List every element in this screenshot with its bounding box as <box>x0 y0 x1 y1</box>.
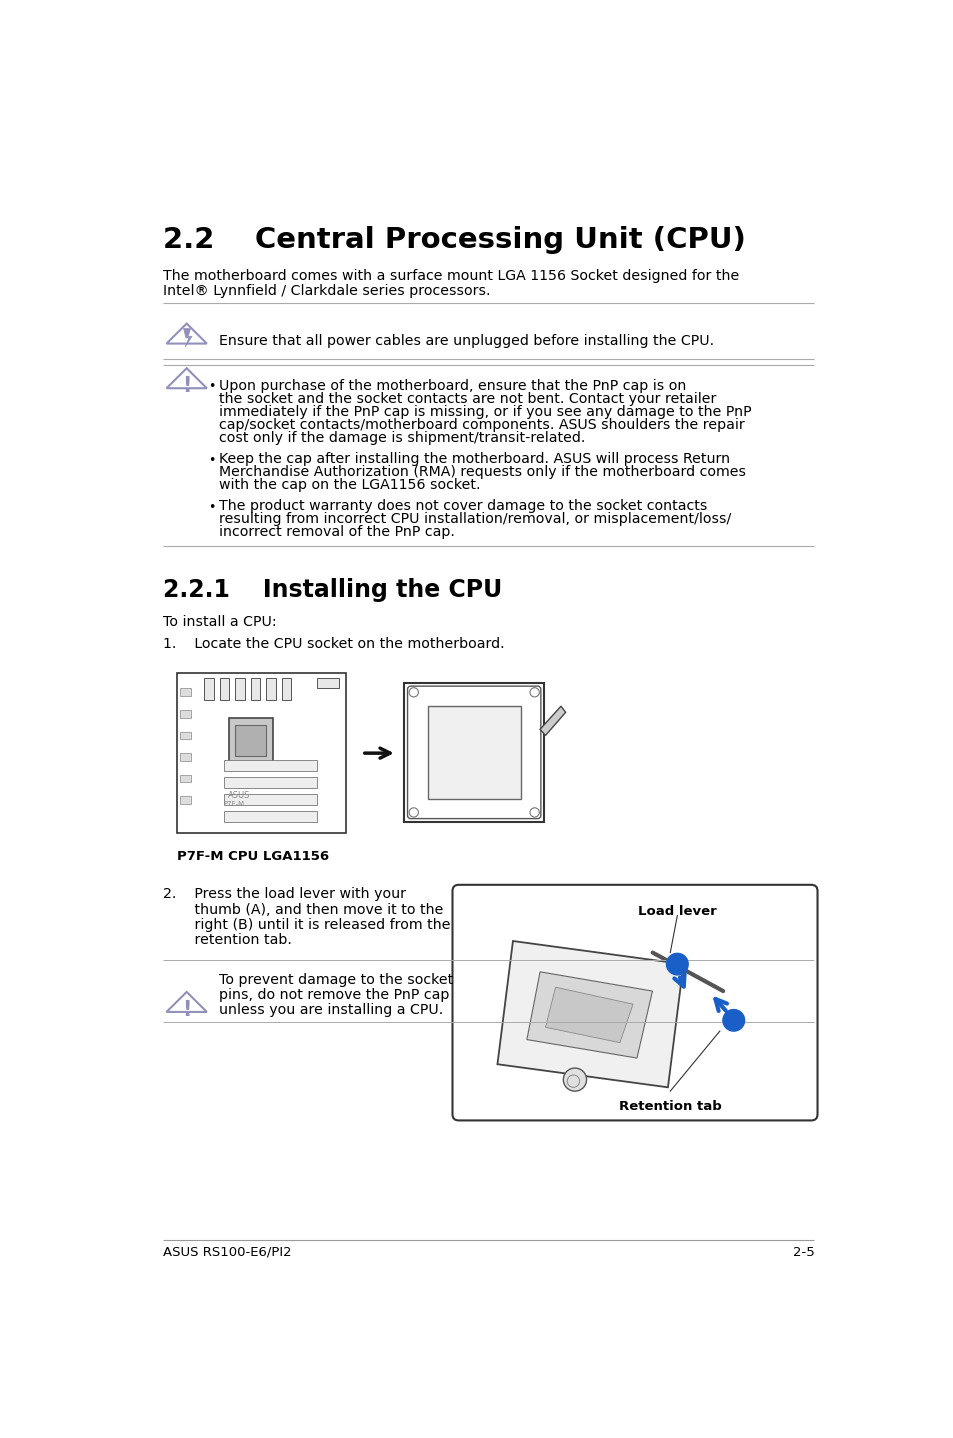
FancyBboxPatch shape <box>179 754 191 761</box>
Text: B: B <box>728 1014 738 1027</box>
Polygon shape <box>183 328 192 347</box>
FancyBboxPatch shape <box>177 673 346 833</box>
Text: P7F-M CPU LGA1156: P7F-M CPU LGA1156 <box>177 850 329 863</box>
Text: unless you are installing a CPU.: unless you are installing a CPU. <box>219 1002 443 1017</box>
Text: •: • <box>208 500 215 513</box>
FancyBboxPatch shape <box>224 761 316 771</box>
Text: resulting from incorrect CPU installation/removal, or misplacement/loss/: resulting from incorrect CPU installatio… <box>219 512 731 526</box>
Text: Load lever: Load lever <box>638 905 716 917</box>
Polygon shape <box>497 940 682 1087</box>
FancyBboxPatch shape <box>266 679 275 700</box>
FancyBboxPatch shape <box>316 677 338 689</box>
FancyBboxPatch shape <box>224 777 316 788</box>
FancyBboxPatch shape <box>204 679 213 700</box>
Text: incorrect removal of the PnP cap.: incorrect removal of the PnP cap. <box>219 525 455 539</box>
Polygon shape <box>539 706 565 735</box>
Text: thumb (A), and then move it to the: thumb (A), and then move it to the <box>163 903 443 916</box>
Polygon shape <box>545 988 633 1043</box>
Circle shape <box>666 953 687 975</box>
Text: The product warranty does not cover damage to the socket contacts: The product warranty does not cover dama… <box>219 499 707 513</box>
Text: retention tab.: retention tab. <box>163 933 292 948</box>
Text: right (B) until it is released from the: right (B) until it is released from the <box>163 917 451 932</box>
Circle shape <box>722 1009 744 1031</box>
Text: 2-5: 2-5 <box>792 1245 814 1258</box>
Text: The motherboard comes with a surface mount LGA 1156 Socket designed for the: The motherboard comes with a surface mou… <box>163 269 739 283</box>
Text: with the cap on the LGA1156 socket.: with the cap on the LGA1156 socket. <box>219 479 480 492</box>
Text: To prevent damage to the socket: To prevent damage to the socket <box>219 974 453 988</box>
Text: •: • <box>208 453 215 466</box>
Text: Merchandise Authorization (RMA) requests only if the motherboard comes: Merchandise Authorization (RMA) requests… <box>219 464 745 479</box>
FancyBboxPatch shape <box>224 811 316 821</box>
FancyBboxPatch shape <box>407 686 540 818</box>
FancyBboxPatch shape <box>179 710 191 718</box>
Text: cost only if the damage is shipment/transit-related.: cost only if the damage is shipment/tran… <box>219 431 585 446</box>
FancyBboxPatch shape <box>235 679 245 700</box>
Text: 2.    Press the load lever with your: 2. Press the load lever with your <box>163 887 406 902</box>
Circle shape <box>562 1068 586 1091</box>
Text: pins, do not remove the PnP cap: pins, do not remove the PnP cap <box>219 988 449 1002</box>
Text: Retention tab: Retention tab <box>618 1100 720 1113</box>
Text: P7F-M: P7F-M <box>224 801 245 807</box>
Text: •: • <box>208 381 215 394</box>
FancyBboxPatch shape <box>179 797 191 804</box>
FancyBboxPatch shape <box>282 679 291 700</box>
Text: ASUS: ASUS <box>228 791 250 800</box>
Text: 2.2    Central Processing Unit (CPU): 2.2 Central Processing Unit (CPU) <box>163 226 745 255</box>
FancyBboxPatch shape <box>251 679 260 700</box>
Text: cap/socket contacts/motherboard components. ASUS shoulders the repair: cap/socket contacts/motherboard componen… <box>219 418 744 433</box>
Text: Keep the cap after installing the motherboard. ASUS will process Return: Keep the cap after installing the mother… <box>219 452 730 466</box>
FancyBboxPatch shape <box>404 683 543 821</box>
Text: !: ! <box>182 377 192 397</box>
Text: Upon purchase of the motherboard, ensure that the PnP cap is on: Upon purchase of the motherboard, ensure… <box>219 380 686 393</box>
FancyBboxPatch shape <box>235 725 266 756</box>
FancyBboxPatch shape <box>220 679 229 700</box>
FancyBboxPatch shape <box>224 794 316 805</box>
Text: 1.    Locate the CPU socket on the motherboard.: 1. Locate the CPU socket on the motherbo… <box>163 637 504 651</box>
Text: the socket and the socket contacts are not bent. Contact your retailer: the socket and the socket contacts are n… <box>219 393 716 406</box>
Text: A: A <box>672 958 681 971</box>
Text: 2.2.1    Installing the CPU: 2.2.1 Installing the CPU <box>163 578 502 603</box>
FancyBboxPatch shape <box>179 732 191 739</box>
Text: !: ! <box>182 999 192 1020</box>
Text: Intel® Lynnfield / Clarkdale series processors.: Intel® Lynnfield / Clarkdale series proc… <box>163 285 491 298</box>
Text: To install a CPU:: To install a CPU: <box>163 615 276 630</box>
Text: immediately if the PnP cap is missing, or if you see any damage to the PnP: immediately if the PnP cap is missing, o… <box>219 406 751 418</box>
Text: ASUS RS100-E6/PI2: ASUS RS100-E6/PI2 <box>163 1245 292 1258</box>
FancyBboxPatch shape <box>452 884 817 1120</box>
Polygon shape <box>526 972 652 1058</box>
FancyBboxPatch shape <box>427 706 520 798</box>
FancyBboxPatch shape <box>179 689 191 696</box>
FancyBboxPatch shape <box>179 775 191 782</box>
FancyBboxPatch shape <box>229 719 274 764</box>
Text: Ensure that all power cables are unplugged before installing the CPU.: Ensure that all power cables are unplugg… <box>219 334 714 348</box>
